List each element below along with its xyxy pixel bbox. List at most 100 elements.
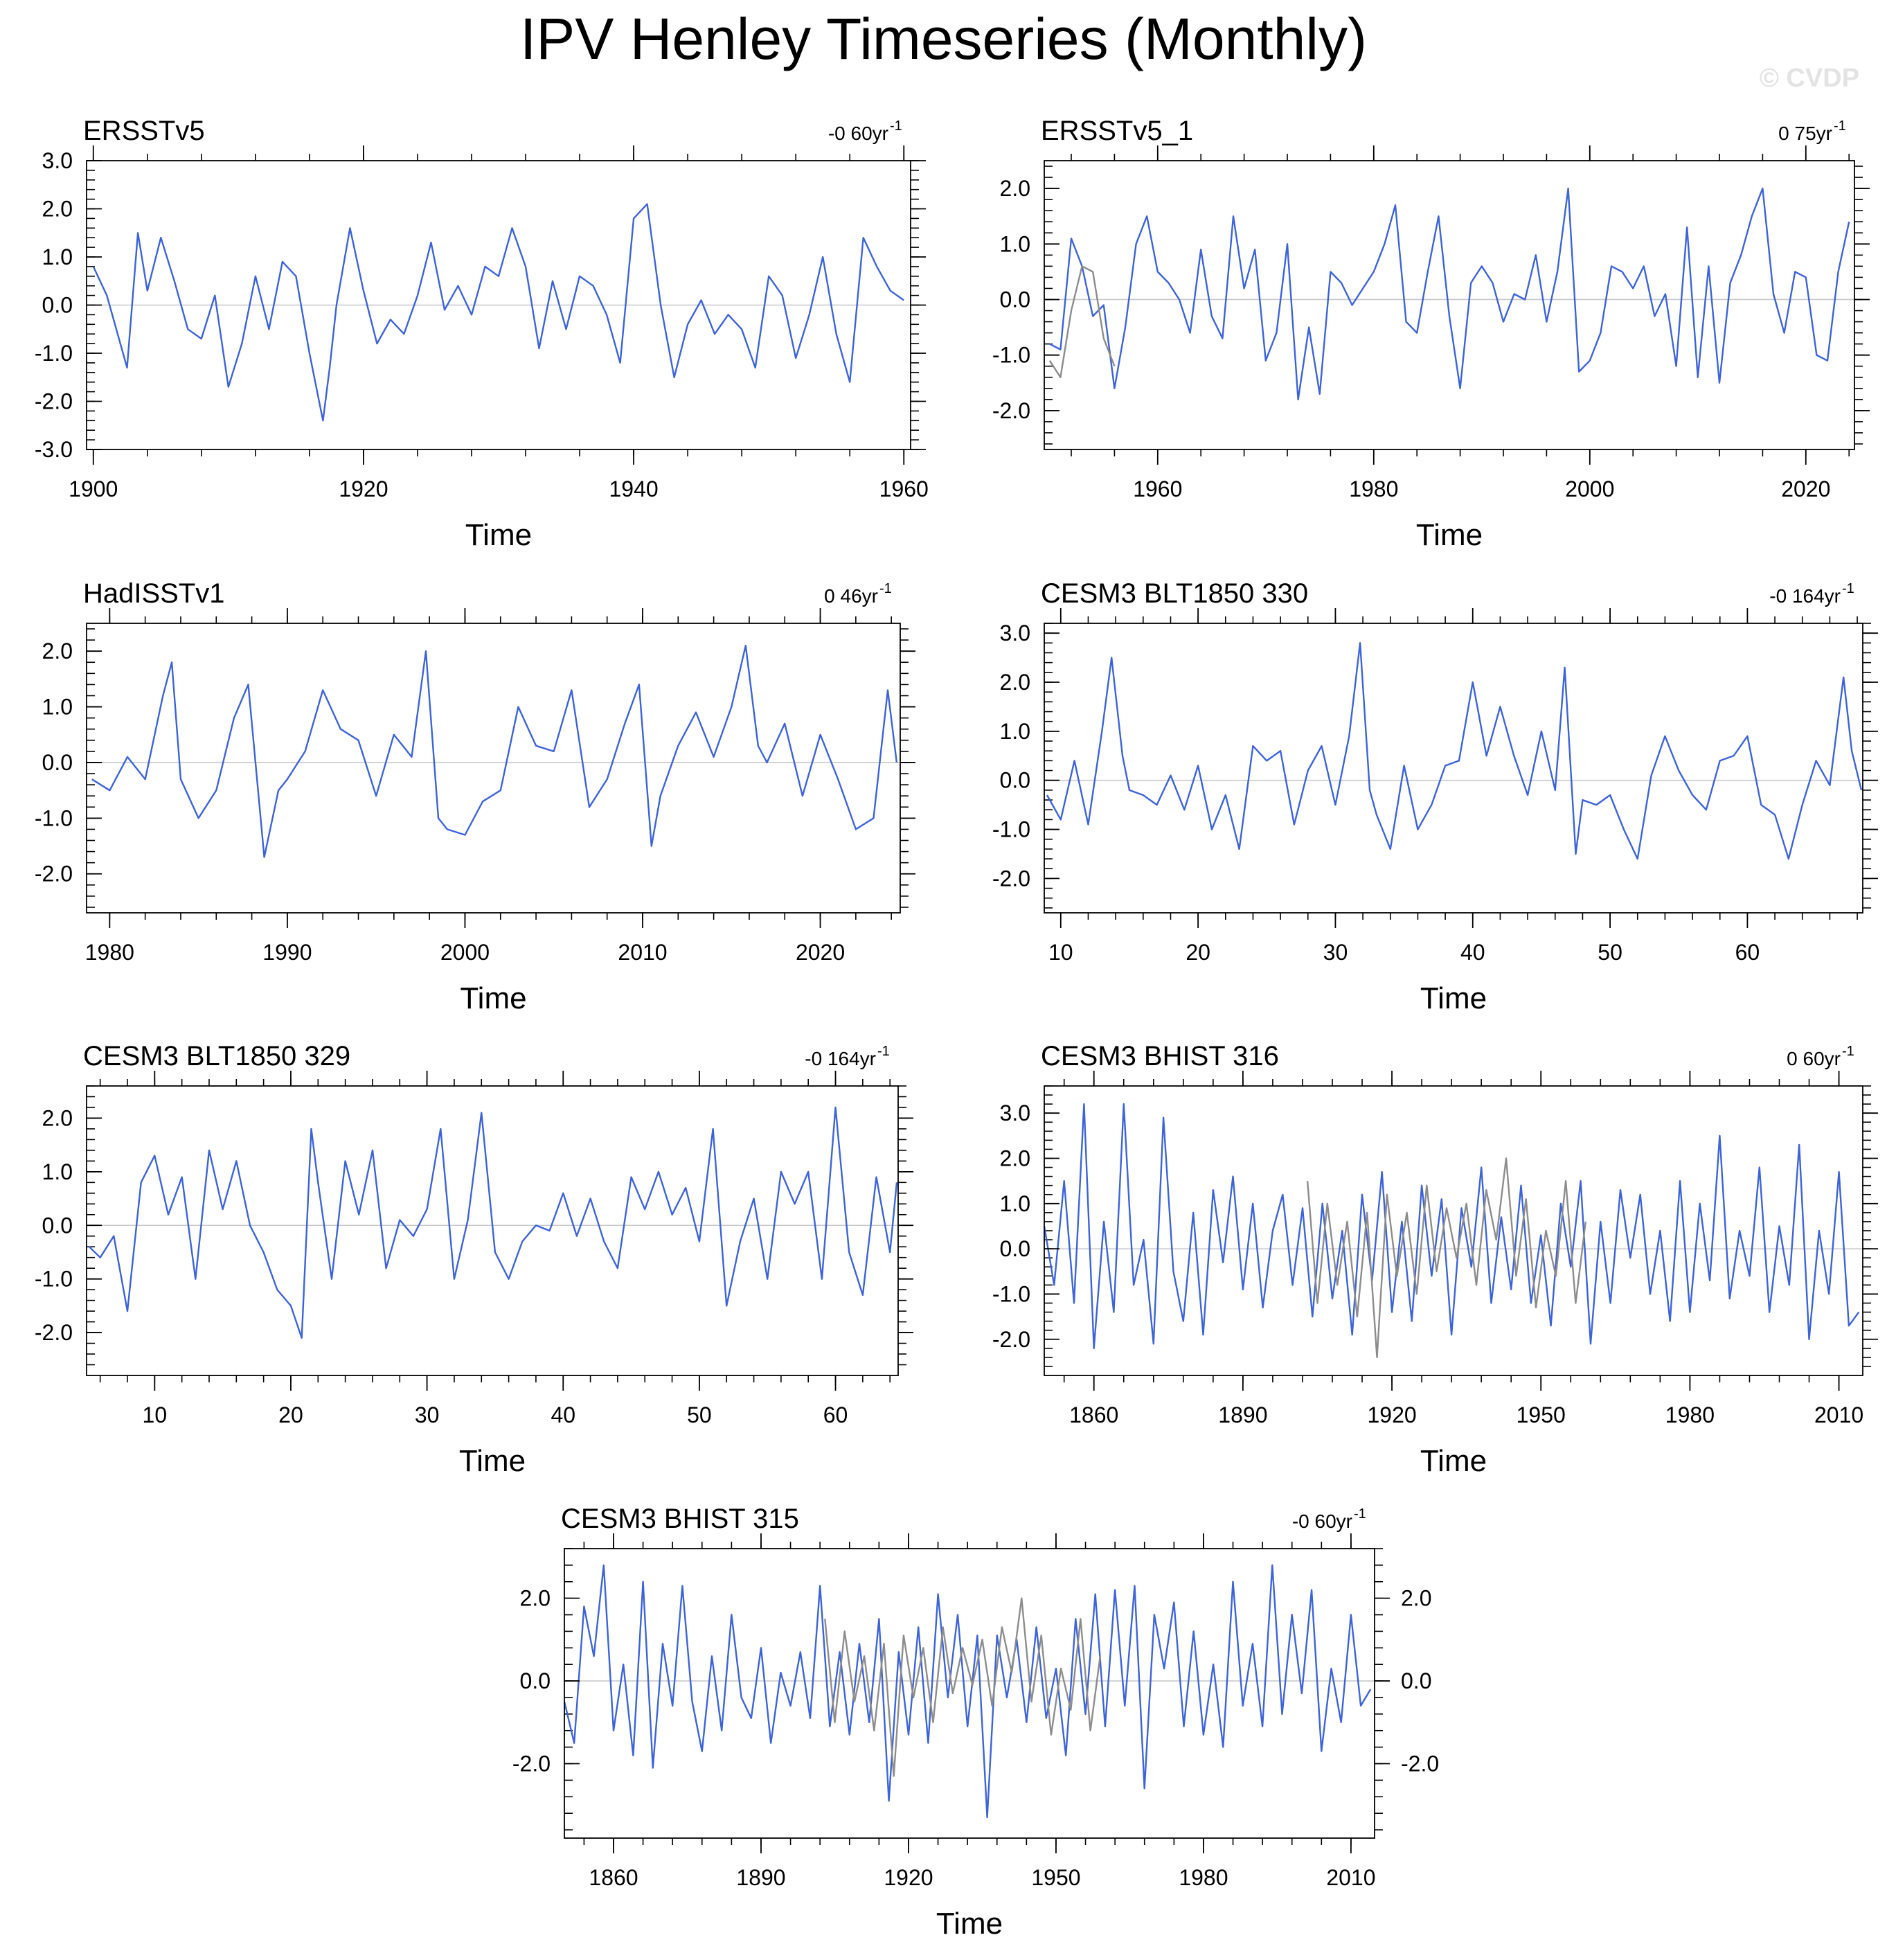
x-tick-label: 2010 xyxy=(618,940,667,965)
y-tick-label: 3.0 xyxy=(1000,621,1030,645)
x-axis-label: Time xyxy=(460,981,526,1015)
series-line-secondary xyxy=(1048,265,1116,378)
trend-exponent: -1 xyxy=(890,118,902,134)
trend-label: -0 60yr xyxy=(828,123,888,144)
series-line-main xyxy=(91,645,898,858)
chart-title: HadISSTv1 xyxy=(83,578,225,609)
y-tick-label: 0.0 xyxy=(1000,768,1030,793)
x-tick-label: 1960 xyxy=(879,476,929,501)
chart-panel-6: -2.0 -1.0 0.0 1.0 2.0 3.0 1860 1890 1920 1950 1980… xyxy=(992,1041,1878,1478)
y-tick-label: -2.0 xyxy=(35,862,73,887)
x-tick-label: 20 xyxy=(278,1402,303,1427)
x-tick-label: 30 xyxy=(415,1402,440,1427)
chart-panel-3: -2.0 -1.0 0.0 1.0 2.0 1980 1990 2000 2010 2020 Had… xyxy=(35,578,915,1015)
y-tick-label: 0.0 xyxy=(42,293,73,318)
x-tick-label: 50 xyxy=(687,1402,712,1427)
y-tick-label: -1.0 xyxy=(35,341,73,366)
plot-frame xyxy=(564,1548,1375,1839)
x-tick-label: 60 xyxy=(823,1402,848,1427)
x-tick-label: 20 xyxy=(1186,940,1210,965)
y-tick-label: -2.0 xyxy=(35,1320,73,1345)
x-axis-label: Time xyxy=(1416,518,1483,552)
x-tick-label: 1890 xyxy=(736,1865,785,1890)
trend-label: 0 75yr xyxy=(1778,123,1832,144)
y-tick-label: 2.0 xyxy=(1000,176,1030,201)
y-tick-label: 2.0 xyxy=(1000,1146,1030,1171)
y-tick-label: 0.0 xyxy=(1000,1236,1030,1261)
trend-exponent: -1 xyxy=(1842,581,1854,596)
x-tick-label: 1920 xyxy=(339,476,388,501)
y-tick-label: 1.0 xyxy=(42,244,73,269)
x-tick-label: 1890 xyxy=(1218,1402,1267,1427)
series-line-main xyxy=(563,1564,1372,1819)
x-tick-label: 2010 xyxy=(1326,1865,1375,1890)
y-tick-label: 3.0 xyxy=(1000,1101,1030,1125)
x-tick-label: 2000 xyxy=(440,940,490,965)
x-tick-label: 10 xyxy=(143,1402,168,1427)
x-axis-label: Time xyxy=(1420,981,1487,1015)
x-tick-label: 1940 xyxy=(609,476,658,501)
trend-exponent: -1 xyxy=(877,1044,890,1059)
y-tick-label: 2.0 xyxy=(42,639,73,663)
x-tick-label: 2020 xyxy=(796,940,845,965)
chart-title: ERSSTv5_1 xyxy=(1041,116,1193,146)
y-tick-label: 3.0 xyxy=(42,148,73,173)
x-tick-label: 40 xyxy=(1460,940,1485,965)
chart-panel-2: -2.0 -1.0 0.0 1.0 2.0 1960 1980 2000 2020 ERSSTv5… xyxy=(992,116,1870,552)
x-tick-label: 1980 xyxy=(1179,1865,1228,1890)
x-tick-label: 10 xyxy=(1048,940,1073,965)
x-tick-label: 1920 xyxy=(884,1865,933,1890)
chart-title: CESM3 BLT1850 329 xyxy=(83,1041,350,1071)
y-tick-label: 0.0 xyxy=(42,750,73,775)
y-tick-label: 1.0 xyxy=(1000,719,1030,744)
chart-panel-7: -2.0 -2.0 0.0 0.0 2.0 2.0 1860 1890 1920 1950 1980… xyxy=(512,1504,1439,1941)
series-line-main xyxy=(1049,187,1850,400)
y-tick-label: 0.0 xyxy=(42,1213,73,1238)
x-tick-label: 1860 xyxy=(589,1865,638,1890)
y-tick-label-right: 2.0 xyxy=(1401,1586,1431,1611)
y-tick-label: 0.0 xyxy=(1000,287,1030,312)
x-tick-label: 1960 xyxy=(1133,476,1182,501)
chart-panel-4: -2.0 -1.0 0.0 1.0 2.0 3.0 10 20 30 40 50 60 CESM3 BL… xyxy=(992,578,1878,1015)
x-tick-label: 1950 xyxy=(1031,1865,1080,1890)
plot-frame xyxy=(1044,623,1863,914)
x-tick-label: 2000 xyxy=(1565,476,1614,501)
series-line-main xyxy=(1043,1103,1860,1350)
series-line-main xyxy=(1046,642,1863,860)
plot-frame xyxy=(86,623,901,914)
y-tick-label: -3.0 xyxy=(35,437,73,462)
x-tick-label: 1990 xyxy=(262,940,312,965)
y-tick-label: 1.0 xyxy=(42,1159,73,1184)
y-tick-label: -2.0 xyxy=(992,1327,1030,1352)
y-tick-label: 2.0 xyxy=(520,1586,551,1611)
chart-title: CESM3 BHIST 315 xyxy=(561,1504,799,1534)
x-tick-label: 40 xyxy=(551,1402,575,1427)
y-tick-label-right: 0.0 xyxy=(1401,1668,1431,1693)
chart-panel-5: -2.0 -1.0 0.0 1.0 2.0 10 20 30 40 50 60 CESM3 BLT18… xyxy=(35,1041,913,1478)
x-tick-label: 60 xyxy=(1735,940,1760,965)
chart-title: CESM3 BLT1850 330 xyxy=(1041,578,1308,609)
x-tick-label: 1860 xyxy=(1069,1402,1118,1427)
y-tick-label: -2.0 xyxy=(992,398,1030,423)
y-tick-label: -1.0 xyxy=(35,805,73,830)
x-tick-label: 1980 xyxy=(1349,476,1398,501)
series-line-secondary xyxy=(1306,1157,1586,1359)
y-tick-label: 2.0 xyxy=(1000,670,1030,695)
y-tick-label: 2.0 xyxy=(42,1105,73,1130)
trend-exponent: -1 xyxy=(879,581,892,596)
plot-frame xyxy=(86,1085,899,1376)
x-tick-label: 1980 xyxy=(1665,1402,1715,1427)
watermark: © CVDP xyxy=(1759,64,1859,93)
x-tick-label: 2020 xyxy=(1781,476,1830,501)
trend-label: 0 46yr xyxy=(824,585,878,607)
trend-exponent: -1 xyxy=(1842,1044,1854,1059)
x-tick-label: 1980 xyxy=(85,940,134,965)
x-tick-label: 50 xyxy=(1598,940,1622,965)
trend-label: -0 60yr xyxy=(1292,1511,1352,1532)
x-tick-label: 1920 xyxy=(1367,1402,1416,1427)
trend-exponent: -1 xyxy=(1354,1506,1366,1522)
trend-label: 0 60yr xyxy=(1787,1048,1841,1069)
trend-label: -0 164yr xyxy=(1769,585,1841,607)
y-tick-label: -1.0 xyxy=(992,1281,1030,1306)
